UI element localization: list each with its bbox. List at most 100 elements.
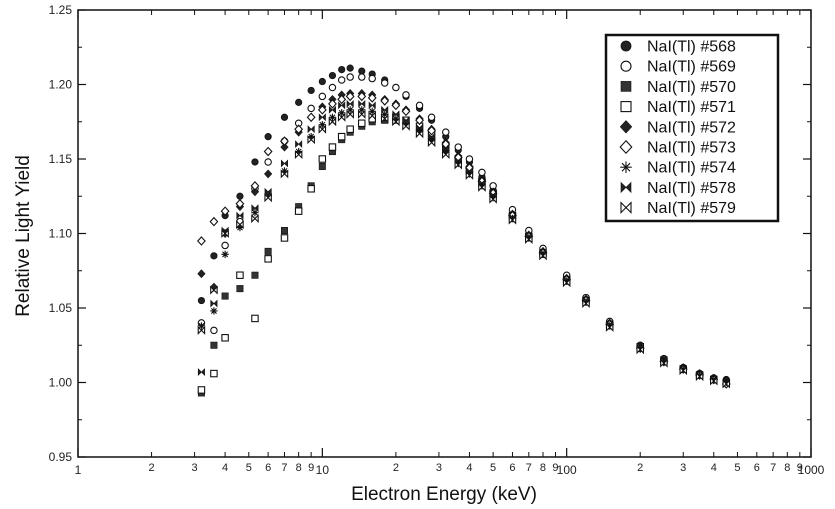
point-3-5 <box>264 255 272 263</box>
legend-marker-4 <box>619 120 633 134</box>
x-minor-tick-label-2: 4 <box>222 462 228 474</box>
point-4-6 <box>280 142 289 152</box>
point-3-12 <box>346 125 354 133</box>
x-minor-tick-label-20: 6 <box>754 462 760 474</box>
point-6-21 <box>454 159 462 168</box>
legend-label-6: NaI(Tl) #574 <box>647 160 736 177</box>
point-5-18 <box>415 115 424 126</box>
point-5-4 <box>250 181 260 191</box>
legend-marker-8 <box>620 201 632 214</box>
point-7-1 <box>210 299 218 308</box>
legend-label-4: NaI(Tl) #572 <box>647 119 736 136</box>
legend-box <box>604 33 780 223</box>
point-8-22 <box>465 170 474 180</box>
legend-label-3: NaI(Tl) #571 <box>647 99 736 116</box>
point-8-23 <box>478 182 486 192</box>
point-5-10 <box>328 99 337 109</box>
point-6-18 <box>415 127 424 135</box>
point-1-12 <box>346 73 354 81</box>
point-1-23 <box>478 168 486 177</box>
point-4-4 <box>250 187 260 197</box>
point-8-32 <box>660 358 668 368</box>
legend-label-1: NaI(Tl) #569 <box>647 59 736 76</box>
point-8-8 <box>307 135 315 145</box>
point-6-14 <box>368 107 376 115</box>
point-6-20 <box>442 147 450 156</box>
legend-marker-6 <box>620 161 632 173</box>
legend-label-8: NaI(Tl) #579 <box>647 200 736 217</box>
point-8-15 <box>380 114 389 124</box>
point-8-34 <box>695 372 704 382</box>
point-8-33 <box>679 366 687 376</box>
y-tick-label-4: 1.15 <box>49 152 73 166</box>
point-5-2 <box>220 206 230 216</box>
legend-label-0: NaI(Tl) #568 <box>647 39 736 56</box>
y-tick-label-2: 1.05 <box>49 301 73 315</box>
point-1-2 <box>221 241 229 250</box>
point-6-9 <box>318 121 327 129</box>
point-1-17 <box>402 91 410 99</box>
point-0-3 <box>236 192 244 200</box>
point-1-11 <box>337 76 346 84</box>
point-8-26 <box>525 234 533 244</box>
point-7-5 <box>264 187 272 196</box>
point-0-12 <box>346 64 354 72</box>
point-8-25 <box>508 215 517 225</box>
point-5-13 <box>357 91 367 102</box>
point-8-0 <box>197 325 206 335</box>
x-minor-tick-label-8: 2 <box>393 462 399 474</box>
point-8-10 <box>328 117 337 127</box>
x-minor-tick-label-14: 8 <box>540 462 546 474</box>
point-3-3 <box>236 271 244 279</box>
point-6-3 <box>236 223 244 232</box>
point-7-9 <box>318 113 326 122</box>
point-8-29 <box>582 299 590 309</box>
point-6-13 <box>358 106 366 114</box>
point-2-4 <box>251 271 259 279</box>
point-3-11 <box>337 132 346 141</box>
point-5-1 <box>209 216 219 227</box>
x-minor-tick-label-1: 3 <box>192 462 198 474</box>
point-2-1 <box>210 341 218 349</box>
point-7-19 <box>428 132 436 141</box>
point-1-5 <box>264 158 272 166</box>
x-minor-tick-label-4: 6 <box>265 462 271 474</box>
point-3-4 <box>251 314 259 323</box>
point-8-5 <box>264 193 272 203</box>
point-6-6 <box>280 167 289 175</box>
point-6-1 <box>210 307 218 315</box>
point-4-5 <box>264 169 273 179</box>
y-tick-label-1: 1.00 <box>49 376 73 390</box>
point-0-5 <box>264 133 272 141</box>
point-8-6 <box>280 169 289 179</box>
data-points <box>196 64 731 397</box>
point-3-13 <box>358 119 366 127</box>
legend-marker-7 <box>620 181 632 194</box>
point-5-14 <box>367 93 377 103</box>
point-3-0 <box>197 386 206 394</box>
point-7-13 <box>358 99 366 108</box>
point-2-2 <box>221 292 229 300</box>
point-5-16 <box>391 100 401 111</box>
point-7-16 <box>392 110 400 119</box>
point-0-11 <box>338 66 346 74</box>
x-minor-tick-label-7: 9 <box>308 462 314 474</box>
point-5-0 <box>196 236 206 246</box>
point-3-6 <box>280 234 289 242</box>
point-5-12 <box>345 91 355 102</box>
point-6-5 <box>264 191 272 199</box>
point-5-7 <box>294 124 304 135</box>
point-6-15 <box>381 110 389 118</box>
point-2-5 <box>264 247 272 255</box>
point-2-6 <box>280 227 288 235</box>
y-tick-label-0: 0.95 <box>49 450 73 464</box>
y-tick-label-5: 1.20 <box>49 78 73 92</box>
point-1-16 <box>392 83 400 92</box>
point-8-24 <box>489 194 497 204</box>
point-8-13 <box>358 109 366 119</box>
point-8-9 <box>318 124 327 134</box>
x-minor-tick-label-23: 9 <box>797 462 803 474</box>
point-8-14 <box>368 111 376 121</box>
